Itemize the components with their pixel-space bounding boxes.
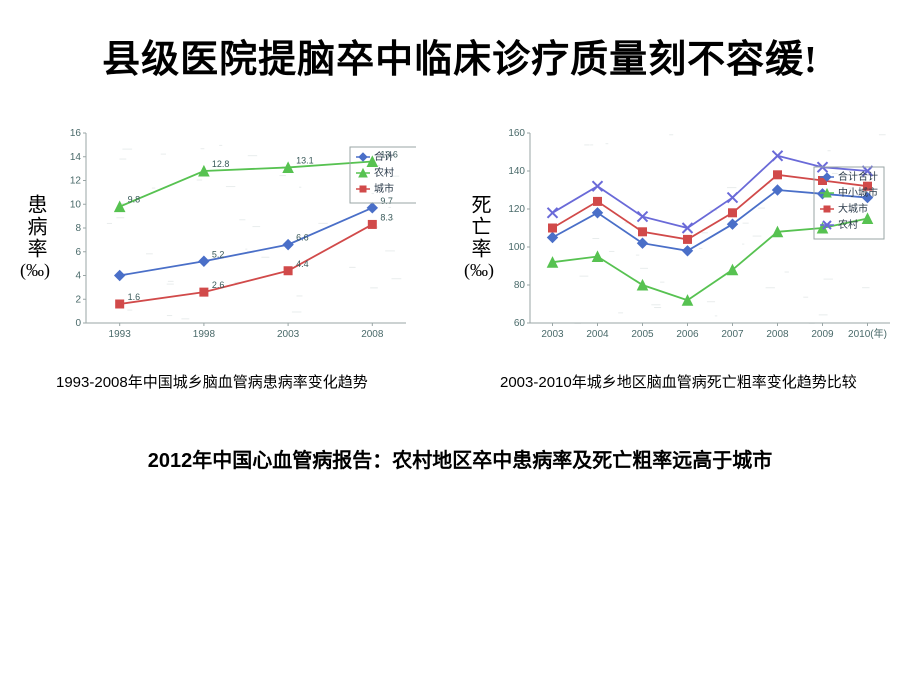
chart1-ylabel: 患病率 [21,194,49,260]
chart1-ylabel-wrap: 患病率 (‰) [20,194,56,281]
svg-text:城市: 城市 [374,182,394,195]
chart2-ylabel-wrap: 死亡率 (‰) [464,194,500,281]
svg-text:80: 80 [514,280,526,291]
svg-text:140: 140 [508,166,525,177]
charts-row: 患病率 (‰) 0 2 4 6 8 10 12 14 16 1993 1998 2003 2008 5.2… [0,83,920,392]
svg-text:1.6: 1.6 [128,292,141,302]
svg-text:10: 10 [70,199,82,210]
svg-text:2004: 2004 [586,329,609,340]
svg-text:12.8: 12.8 [212,159,230,169]
svg-text:中小城市: 中小城市 [838,186,878,199]
chart2-block: 死亡率 (‰) 60 80 100 120 140 160 2003 2004 2005 2006… [464,123,900,392]
svg-text:160: 160 [508,128,525,139]
chart1-block: 患病率 (‰) 0 2 4 6 8 10 12 14 16 1993 1998 2003 2008 5.2… [20,123,416,392]
svg-text:8: 8 [75,223,81,234]
svg-text:2008: 2008 [766,329,789,340]
svg-text:0: 0 [75,318,81,329]
svg-text:100: 100 [508,242,525,253]
chart1-wrap: 0 2 4 6 8 10 12 14 16 1993 1998 2003 2008 5.2 6.6 9.7 9.… [56,123,416,392]
bottom-note: 2012年中国心血管病报告：农村地区卒中患病率及死亡粗率远高于城市 [0,444,920,473]
chart2-svg: 60 80 100 120 140 160 2003 2004 2005 2006 2007 2008… [500,123,900,353]
chart2-wrap: 60 80 100 120 140 160 2003 2004 2005 2006 2007 2008… [500,123,900,392]
svg-text:大城市: 大城市 [838,202,868,215]
svg-text:2005: 2005 [631,329,654,340]
svg-text:2007: 2007 [721,329,744,340]
svg-text:16: 16 [70,128,82,139]
svg-text:6.6: 6.6 [296,233,309,243]
svg-text:9.8: 9.8 [128,195,141,205]
chart2-ylabel-unit: (‰) [464,260,494,281]
chart2-caption: 2003-2010年城乡地区脑血管病死亡粗率变化趋势比较 [500,371,857,392]
svg-text:60: 60 [514,318,526,329]
svg-text:2006: 2006 [676,329,699,340]
svg-text:合计: 合计 [374,150,394,163]
svg-text:农村: 农村 [838,218,858,231]
chart2-ylabel: 死亡率 [465,194,493,260]
chart1-svg: 0 2 4 6 8 10 12 14 16 1993 1998 2003 2008 5.2 6.6 9.7 9.… [56,123,416,353]
svg-text:13.1: 13.1 [296,155,314,165]
svg-text:8.3: 8.3 [380,212,393,222]
svg-text:2003: 2003 [541,329,564,340]
svg-text:2.6: 2.6 [212,280,225,290]
svg-text:1998: 1998 [193,329,216,340]
svg-text:5.2: 5.2 [212,249,225,259]
svg-text:14: 14 [70,152,82,163]
chart1-caption: 1993-2008年中国城乡脑血管病患病率变化趋势 [56,371,368,392]
page-title: 县级医院提脑卒中临床诊疗质量刻不容缓! [0,0,920,83]
svg-text:2003: 2003 [277,329,300,340]
svg-text:2008: 2008 [361,329,384,340]
svg-text:6: 6 [75,247,81,258]
svg-text:120: 120 [508,204,525,215]
svg-text:2: 2 [75,294,81,305]
svg-text:农村: 农村 [374,166,394,179]
svg-text:2010(年): 2010(年) [848,327,887,340]
svg-text:1993: 1993 [109,329,132,340]
svg-text:12: 12 [70,176,82,187]
svg-text:4.4: 4.4 [296,259,309,269]
chart1-ylabel-unit: (‰) [20,260,50,281]
svg-text:2009: 2009 [811,329,834,340]
svg-text:9.7: 9.7 [380,196,393,206]
svg-text:4: 4 [75,271,81,282]
svg-text:合计合计: 合计合计 [838,170,878,183]
